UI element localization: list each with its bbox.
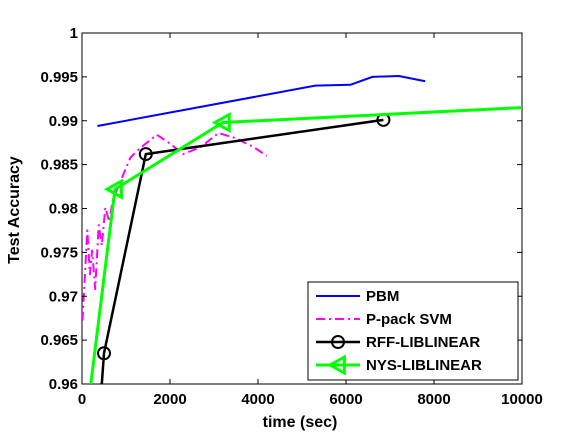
x-tick-label: 10000	[501, 391, 543, 408]
legend-item: P-pack SVM	[316, 311, 452, 328]
y-tick-label: 0.97	[49, 288, 78, 305]
series-line	[97, 74, 426, 127]
legend-label: PBM	[366, 288, 399, 305]
legend-item: PBM	[316, 288, 399, 305]
y-axis-title: Test Accuracy	[6, 156, 23, 264]
legend-label: NYS-LIBLINEAR	[366, 357, 482, 374]
y-tick-label: 0.965	[40, 332, 78, 349]
legend-marker	[326, 354, 346, 376]
data-point	[103, 178, 123, 200]
x-tick-label: 0	[78, 391, 86, 408]
series-line	[82, 132, 268, 321]
series-layer	[82, 74, 522, 384]
y-tick-label: 0.96	[49, 376, 78, 393]
legend-label: P-pack SVM	[366, 311, 452, 328]
series-line	[89, 106, 522, 384]
y-tick-label: 0.985	[40, 157, 78, 174]
y-tick-label: 0.995	[40, 69, 78, 86]
series-pbm	[97, 74, 426, 127]
legend-item: RFF-LIBLINEAR	[316, 334, 480, 351]
legend-label: RFF-LIBLINEAR	[366, 334, 480, 351]
x-tick-label: 8000	[417, 391, 450, 408]
ticks-layer: 0 2000 4000 6000 8000 10000 0.96 0.965 0.97 0.975…	[40, 25, 542, 408]
legend-item: NYS-LIBLINEAR	[316, 354, 482, 376]
data-point	[97, 346, 111, 361]
series-p-pack-svm	[82, 132, 268, 321]
legend-marker	[331, 335, 345, 349]
x-tick-label: 6000	[329, 391, 362, 408]
y-tick-label: 0.975	[40, 244, 78, 261]
y-tick-label: 1	[70, 25, 78, 42]
y-tick-label: 0.98	[49, 201, 78, 218]
series-nys-liblinear	[89, 106, 522, 384]
y-tick-label: 0.99	[49, 113, 78, 130]
series-line	[100, 118, 384, 384]
x-axis-title: time (sec)	[263, 414, 338, 431]
legend: PBM P-pack SVM RFF-LIBLINEAR NYS-LIBLINEAR	[307, 281, 519, 381]
data-point	[211, 111, 231, 134]
x-tick-label: 4000	[241, 391, 274, 408]
data-point	[138, 147, 153, 162]
x-tick-label: 2000	[153, 391, 186, 408]
